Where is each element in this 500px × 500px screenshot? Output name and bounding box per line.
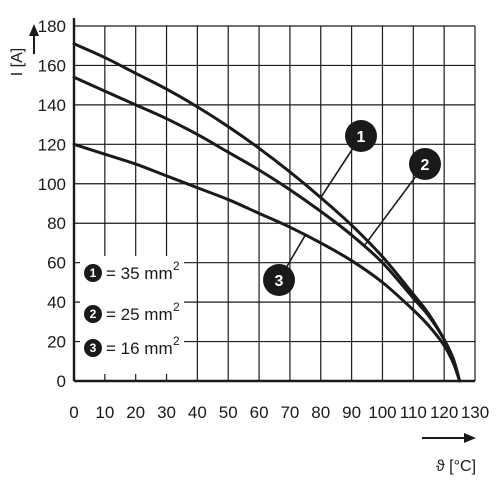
series-line-2 [72,75,462,383]
x-tick-label: 90 [342,403,361,422]
annotation-badge-label: 1 [357,129,366,146]
legend-badge-1 [84,264,102,282]
legend-badge-label: 1 [90,266,97,280]
legend-entry-text: = 25 mm [106,305,173,324]
legend-badge-label: 3 [90,341,97,355]
axes [29,18,476,443]
x-tick-label: 110 [400,403,427,422]
x-axis-arrow-icon [464,433,476,443]
x-tick-label: 40 [188,403,207,422]
x-tick-label: 70 [280,403,299,422]
y-tick-label: 80 [47,214,66,233]
annotations: 1 2 3 [263,120,441,296]
tick-labels: 0 10 20 30 40 50 60 70 80 90 100 110 120 130020406080… [38,17,490,422]
x-tick-label: 30 [157,403,176,422]
x-tick-label: 60 [250,403,269,422]
legend-badge-label: 2 [90,307,97,321]
y-axis-arrow-icon [29,24,39,36]
x-tick-label: 50 [219,403,238,422]
legend: 1 = 35 mm 22 = 25 mm 23 = 16 mm 2 [80,256,184,374]
x-tick-label: 130 [461,403,489,422]
series-line-3 [72,142,462,383]
legend-entry-text: = 35 mm [106,264,173,283]
series [72,42,462,383]
legend-entry-text: = 16 mm [106,339,173,358]
legend-badge-3 [84,339,102,357]
annotation-badge-label: 2 [421,157,430,174]
y-tick-label: 140 [38,96,66,115]
y-tick-label: 0 [57,372,66,391]
x-axis-label: ϑ [°C] [436,458,476,475]
y-tick-label: 160 [38,56,66,75]
legend-entry-superscript: 2 [173,334,180,348]
legend-badge-2 [84,305,102,323]
annotation-badge-label: 3 [275,273,284,290]
y-axis-label: I [A] [9,48,26,76]
y-tick-label: 100 [38,175,66,194]
annotation-leader-2 [363,163,426,247]
annotation-badge-2 [409,148,441,180]
legend-entry-superscript: 2 [173,259,180,273]
x-tick-label: 120 [430,403,458,422]
annotation-badge-3 [263,264,295,296]
y-tick-label: 60 [47,254,66,273]
x-tick-label: 20 [126,403,145,422]
x-tick-label: 100 [368,403,396,422]
legend-entry-superscript: 2 [173,300,180,314]
y-tick-label: 120 [38,135,66,154]
y-tick-label: 180 [38,17,66,36]
y-tick-label: 40 [47,293,66,312]
annotation-badge-1 [345,120,377,152]
x-tick-label: 10 [95,403,114,422]
x-tick-label: 0 [69,403,78,422]
grid [73,25,476,382]
x-tick-label: 80 [311,403,330,422]
y-tick-label: 20 [47,333,66,352]
